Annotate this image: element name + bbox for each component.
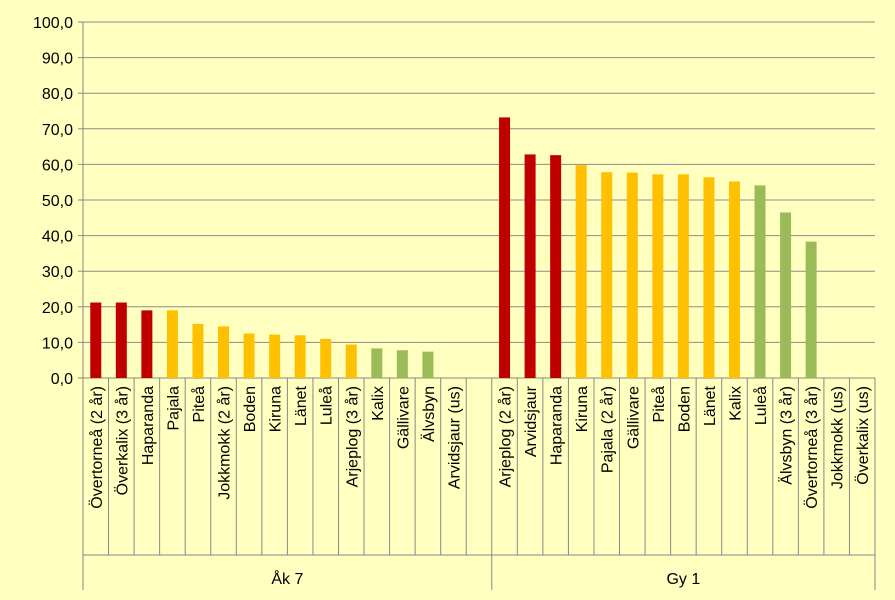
x-tick-label: Älvsbyn (3 år) — [778, 386, 796, 485]
bar — [499, 117, 511, 379]
bar — [345, 344, 357, 378]
bar — [550, 155, 562, 378]
bar — [601, 172, 613, 378]
bar — [218, 326, 230, 378]
y-tick-label: 100,0 — [33, 15, 73, 32]
bar — [780, 212, 792, 378]
x-tick-label: Arvidsjaur — [523, 385, 540, 457]
bar — [677, 174, 689, 378]
bar — [396, 350, 408, 378]
y-tick-label: 0,0 — [51, 371, 73, 388]
x-tick-label: Arvidsjaur (us) — [446, 386, 463, 489]
x-tick-label: Överkalix (us) — [854, 386, 872, 485]
x-tick-label: Kalix — [727, 386, 744, 421]
bar — [805, 241, 817, 378]
bar — [626, 172, 638, 378]
bar — [575, 165, 587, 378]
y-tick-label: 40,0 — [42, 229, 73, 246]
x-tick-label: Boden — [242, 386, 259, 432]
x-tick-label: Arjeplog (2 år) — [497, 386, 515, 487]
x-tick-label: Luleå — [752, 386, 770, 425]
x-tick-label: Pajala (2 år) — [599, 386, 617, 473]
y-tick-label: 80,0 — [42, 86, 73, 103]
x-tick-label: Arjeplog (3 år) — [343, 386, 361, 487]
bar — [192, 323, 204, 378]
bar — [269, 334, 281, 378]
bar — [728, 181, 740, 378]
y-tick-label: 20,0 — [42, 300, 73, 317]
x-tick-label: Piteå — [190, 386, 208, 423]
x-tick-label: Jokkmokk (us) — [830, 386, 847, 489]
x-tick-label: Länet — [293, 385, 310, 426]
x-tick-label: Gällivare — [395, 386, 412, 449]
y-tick-label: 70,0 — [42, 122, 73, 139]
bar — [141, 310, 153, 378]
x-tick-label: Jokkmokk (2 år) — [216, 386, 234, 500]
y-tick-label: 60,0 — [42, 157, 73, 174]
bar — [294, 335, 306, 378]
x-tick-label: Länet — [702, 385, 719, 426]
x-tick-label: Gällivare — [625, 386, 642, 449]
y-tick-label: 50,0 — [42, 193, 73, 210]
bar — [754, 185, 766, 378]
x-tick-label: Boden — [676, 386, 693, 432]
x-tick-label: Överkalix (3 år) — [113, 386, 131, 495]
bar — [115, 302, 127, 378]
x-tick-label: Kiruna — [268, 386, 285, 432]
group-label: Åk 7 — [271, 569, 303, 588]
bar — [243, 333, 255, 378]
y-tick-label: 30,0 — [42, 264, 73, 281]
x-tick-label: Luleå — [318, 386, 336, 425]
bar — [90, 302, 102, 378]
x-tick-label: Piteå — [650, 386, 668, 423]
x-tick-label: Haparanda — [140, 386, 157, 465]
x-tick-label: Haparanda — [549, 386, 566, 465]
bar — [166, 310, 178, 378]
bar — [703, 177, 715, 378]
bar — [371, 348, 383, 378]
x-tick-label: Kalix — [370, 386, 387, 421]
bar — [422, 351, 434, 378]
x-tick-label: Övertorneå (2 år) — [88, 386, 106, 509]
bar — [652, 174, 664, 378]
x-tick-label: Pajala — [165, 386, 182, 431]
x-tick-label: Kiruna — [574, 386, 591, 432]
x-tick-label: Älvsbyn — [420, 386, 438, 442]
x-tick-label: Övertorneå (3 år) — [803, 386, 821, 509]
group-label: Gy 1 — [666, 571, 700, 588]
y-tick-label: 90,0 — [42, 51, 73, 68]
bar — [320, 338, 332, 378]
y-tick-label: 10,0 — [42, 335, 73, 352]
bar — [524, 154, 536, 378]
